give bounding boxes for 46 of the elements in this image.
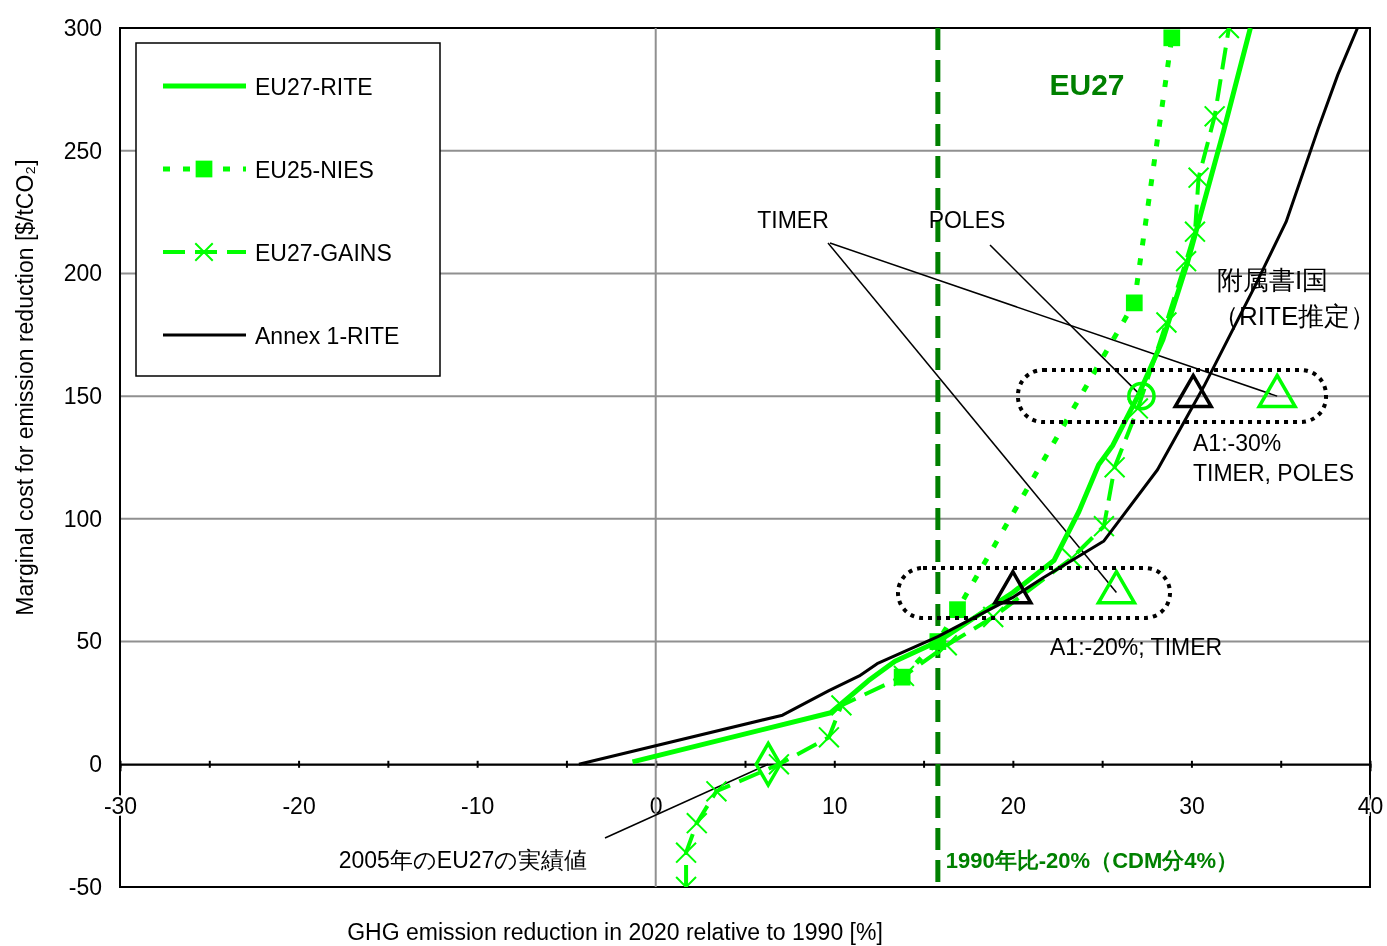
annotation: 2005年のEU27の実績値 <box>338 847 588 873</box>
point <box>1163 29 1181 47</box>
point <box>1175 250 1198 273</box>
point <box>1203 105 1226 128</box>
point <box>1103 456 1126 479</box>
y-tick-label: -50 <box>68 873 102 900</box>
x-tick-label: 10 <box>821 792 848 819</box>
point <box>949 601 966 619</box>
point <box>1125 294 1143 312</box>
point <box>1184 220 1206 243</box>
point <box>982 606 1005 628</box>
y-tick-label: 50 <box>76 628 102 655</box>
point <box>675 841 698 864</box>
legend-label: EU27-RITE <box>255 74 373 100</box>
point <box>1126 397 1149 420</box>
annotation: A1:-20%; TIMER <box>1050 634 1223 660</box>
legend-label: Annex 1-RITE <box>255 323 400 349</box>
point <box>817 726 840 749</box>
y-tick-label: 300 <box>63 14 102 41</box>
point <box>1155 311 1178 334</box>
x-tick-label: 20 <box>1000 792 1027 819</box>
point <box>1127 381 1156 411</box>
point <box>685 812 708 835</box>
y-axis-title: Marginal cost for emission reduction [$/tCO₂] <box>12 159 38 616</box>
annotation: POLES <box>928 207 1006 233</box>
point <box>1092 515 1115 538</box>
y-tick-label: 100 <box>63 505 102 532</box>
annotation: EU27 <box>1049 68 1125 101</box>
y-tick-label: 250 <box>63 137 102 164</box>
point <box>830 694 853 717</box>
ref-line-label: 1990年比-20%（CDM分4%） <box>945 848 1239 873</box>
annotation: TIMER <box>757 207 829 233</box>
point <box>1187 166 1210 189</box>
legend-label: EU27-GAINS <box>255 240 392 266</box>
legend-label: EU25-NIES <box>255 157 374 183</box>
x-tick-label: -10 <box>461 792 495 819</box>
point <box>1060 547 1083 570</box>
y-tick-label: 150 <box>63 383 102 409</box>
y-tick-label: 0 <box>89 751 102 778</box>
point <box>935 634 958 657</box>
x-tick-label: -20 <box>282 792 316 819</box>
x-tick-label: 30 <box>1179 792 1205 819</box>
annotation: A1:-30% TIMER, POLES <box>1193 430 1355 486</box>
x-axis-title: GHG emission reduction in 2020 relative to 1990 [%] <box>347 919 883 945</box>
point <box>705 780 728 803</box>
y-tick-label: 200 <box>63 260 102 287</box>
